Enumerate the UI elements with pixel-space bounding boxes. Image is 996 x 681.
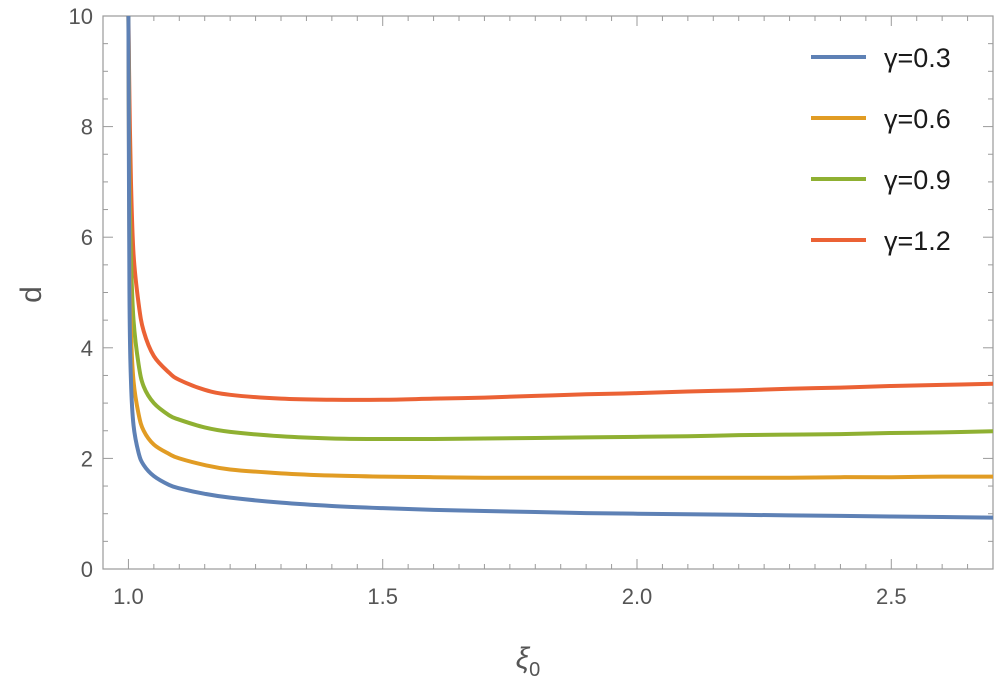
series-line-3 (126, 16, 993, 402)
legend-label: γ=0.9 (884, 165, 951, 195)
y-tick-label: 6 (81, 225, 93, 250)
plot-border (102, 15, 994, 570)
y-tick-label: 4 (81, 336, 93, 361)
x-tick-label: 1.0 (113, 584, 144, 609)
x-axis-ticks: 1.0 1.5 2.0 2.5 (102, 16, 994, 609)
y-tick-label: 2 (81, 446, 93, 471)
x-tick-label: 1.5 (367, 584, 398, 609)
plot-frame (102, 15, 994, 570)
y-axis-ticks: 0 2 4 6 8 10 (69, 4, 993, 582)
series-line-0 (126, 16, 993, 520)
y-tick-label: 8 (81, 115, 93, 140)
legend-label: γ=1.2 (884, 226, 951, 256)
series-lines (126, 16, 993, 520)
legend-label: γ=0.6 (884, 104, 951, 134)
x-axis-title: ξ0 (516, 642, 541, 681)
x-axis-title-symbol: ξ (516, 642, 531, 675)
x-tick-label: 2.0 (622, 584, 653, 609)
x-axis-title-subscript: 0 (529, 659, 540, 681)
legend-label: γ=0.3 (884, 43, 951, 73)
series-line-1 (126, 16, 993, 480)
series-line-2 (126, 16, 993, 442)
y-tick-label: 10 (69, 4, 93, 29)
x-tick-label: 2.5 (876, 584, 907, 609)
y-axis-title: d (15, 286, 48, 303)
legend: γ=0.3 γ=0.6 γ=0.9 γ=1.2 (811, 43, 951, 256)
y-tick-label: 0 (81, 557, 93, 582)
